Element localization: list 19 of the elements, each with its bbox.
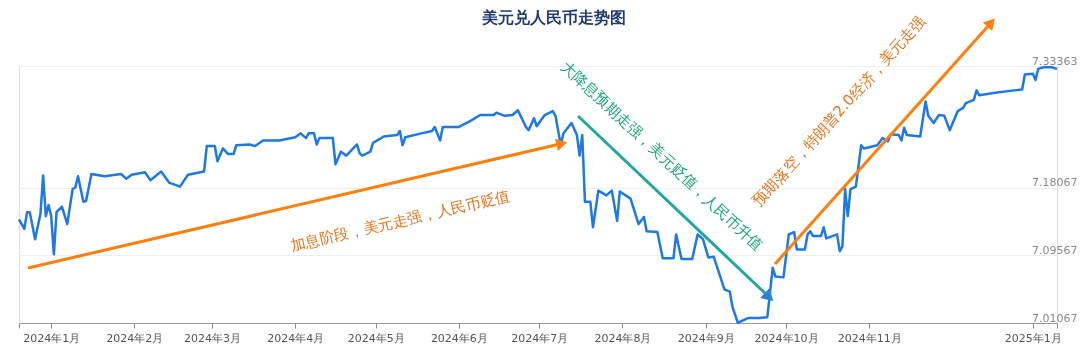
x-tick-label: 2024年2月 [106, 331, 164, 345]
chart-title: 美元兑人民币走势图 [481, 8, 626, 27]
x-tick-label: 2024年5月 [347, 331, 405, 345]
y-tick-label: 7.01067 [1032, 311, 1078, 325]
y-tick-label: 7.09567 [1032, 243, 1078, 257]
x-tick-label: 2024年4月 [267, 331, 325, 345]
y-tick-label: 7.33363 [1032, 54, 1078, 68]
annotation: 加息阶段，美元走强，人民币贬值 [288, 186, 512, 256]
x-tick-label: 2024年9月 [677, 331, 735, 345]
x-tick-label: 2024年11月 [837, 331, 902, 345]
x-tick-label: 2024年6月 [430, 331, 488, 345]
x-tick-label: 2024年3月 [184, 331, 242, 345]
x-tick-label: 2025年1月 [1004, 331, 1062, 345]
x-tick-label: 2024年8月 [594, 331, 652, 345]
annotation: 预期落空，特朗普2.0经济，美元走强 [749, 12, 929, 210]
x-tick-label: 2024年1月 [23, 331, 81, 345]
x-tick-label: 2024年7月 [511, 331, 569, 345]
y-tick-label: 7.18067 [1032, 176, 1078, 190]
x-tick-label: 2024年10月 [754, 331, 819, 345]
